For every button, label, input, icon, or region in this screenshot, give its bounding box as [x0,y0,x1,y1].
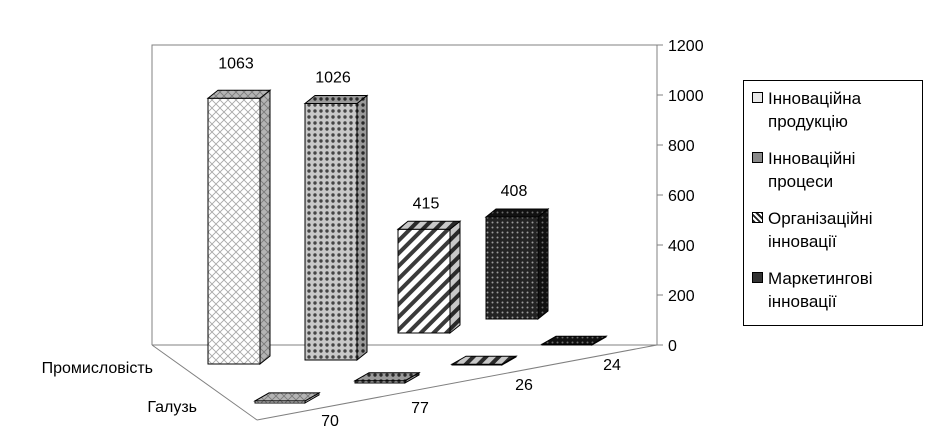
bar-top [206,89,272,99]
legend-swatch-dark [752,272,763,283]
bar-top [450,355,518,365]
data-label: 70 [321,413,339,428]
bar-front [397,228,451,334]
bar [484,207,550,321]
category-label: Галузь [147,399,197,416]
bar [540,335,608,346]
legend: Інноваційна продукцію Інноваційні процес… [743,80,923,326]
bar-side [259,89,271,366]
legend-label: Організаційні інновації [768,209,873,251]
y-tick-label: 1000 [668,88,704,105]
y-tick-label: 1200 [668,38,704,55]
category-label: Промисловість [42,360,153,377]
legend-label: Інноваційна продукцію [768,89,862,131]
bar [450,355,518,366]
bar [303,94,369,362]
data-label: 415 [413,195,440,212]
category-axis: Промисловість Галузь [42,360,197,416]
data-label: 1063 [218,55,254,72]
legend-swatch-stripes [752,212,763,223]
bar [396,220,462,335]
legend-item: Маркетингові інновації [752,267,922,313]
y-tick-label: 800 [668,138,695,155]
bar [206,89,272,366]
bar-top [484,208,550,218]
data-label: 26 [515,377,533,394]
bar-side [537,207,549,321]
legend-swatch-dotted [752,152,763,163]
floor-front-edge [256,344,658,421]
data-label: 1026 [315,70,351,87]
bar-side [449,220,461,335]
bar-top [396,220,462,230]
data-label: 408 [501,183,528,200]
y-tick-label: 200 [668,288,695,305]
floor-left-edge [151,344,258,421]
data-labels: 1063 1026 415 408 70 77 26 24 [218,55,621,428]
bars [206,89,608,404]
bar [253,392,321,404]
legend-label: Інноваційні процеси [768,149,856,191]
bar-side [356,94,368,362]
y-tick-label: 600 [668,188,695,205]
y-axis: 0 200 400 600 800 1000 1200 [656,38,704,355]
y-tick-label: 400 [668,238,695,255]
bar-top [540,335,608,345]
legend-item: Інноваційні процеси [752,147,922,193]
legend-item: Інноваційна продукцію [752,87,922,133]
legend-swatch-crosshatch [752,92,763,103]
bar [353,371,421,384]
bar-top [353,372,421,382]
legend-label: Маркетингові інновації [768,269,873,311]
bar-front [485,216,539,320]
bar-front [304,103,358,361]
bar-front [207,97,261,365]
data-label: 77 [411,400,429,417]
bar-top [303,95,369,104]
y-tick-label: 0 [668,338,677,355]
data-label: 24 [603,357,621,374]
bar-top [253,392,321,402]
legend-item: Організаційні інновації [752,207,922,253]
